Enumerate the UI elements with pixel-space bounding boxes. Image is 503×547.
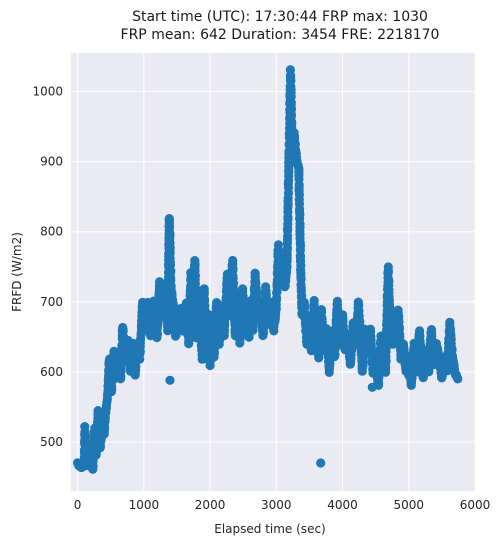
y-tick-label: 500: [40, 435, 63, 449]
data-point: [367, 382, 377, 392]
x-tick-label: 2000: [195, 498, 226, 512]
data-points: [73, 65, 463, 474]
x-tick-labels: 0 1000 2000 3000 4000 5000 6000: [74, 498, 490, 512]
x-tick-label: 3000: [261, 498, 292, 512]
y-tick-labels: 500 600 700 800 900 1000: [32, 85, 63, 449]
x-axis-label: Elapsed time (sec): [214, 522, 325, 536]
y-tick-label: 1000: [32, 85, 63, 99]
x-tick-label: 1000: [129, 498, 160, 512]
data-point: [377, 347, 387, 357]
chart-title-line1: Start time (UTC): 17:30:44 FRP max: 1030: [132, 9, 428, 25]
y-tick-label: 600: [40, 365, 63, 379]
data-point: [316, 458, 326, 468]
x-tick-label: 4000: [327, 498, 358, 512]
data-point: [453, 374, 463, 384]
y-tick-label: 900: [40, 155, 63, 169]
x-tick-label: 0: [74, 498, 82, 512]
data-point: [165, 375, 175, 385]
y-tick-label: 700: [40, 295, 63, 309]
y-tick-label: 800: [40, 225, 63, 239]
chart-title-line2: FRP mean: 642 Duration: 3454 FRE: 221817…: [121, 27, 440, 43]
x-tick-label: 5000: [393, 498, 424, 512]
x-tick-label: 6000: [460, 498, 491, 512]
data-point: [404, 370, 414, 380]
y-axis-label: FRFD (W/m2): [10, 232, 24, 312]
